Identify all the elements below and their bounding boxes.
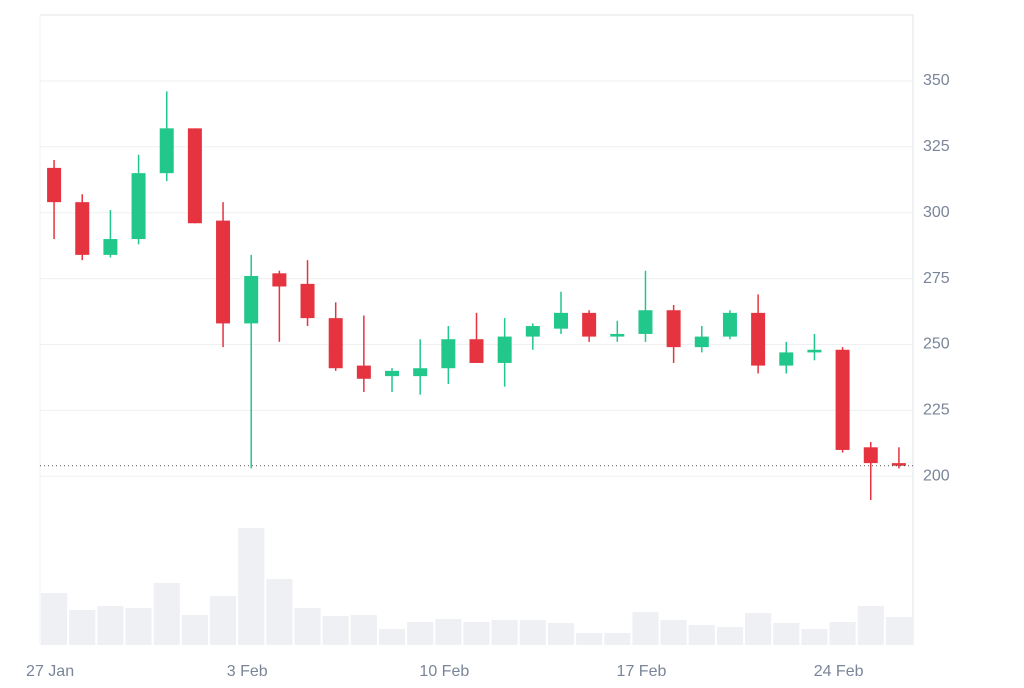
candle-body (75, 202, 90, 255)
y-tick-label: 300 (923, 204, 950, 221)
volume-bar (350, 615, 377, 645)
volume-bar (378, 629, 406, 645)
candle-body (103, 239, 118, 255)
candle-body (610, 333, 625, 337)
candle-body (187, 128, 202, 224)
volume-bar (97, 606, 124, 645)
y-tick-label: 325 (923, 138, 950, 155)
volume-bar (885, 617, 912, 645)
volume-bar (604, 633, 631, 645)
x-tick-label: 24 Feb (814, 663, 864, 680)
candle-body (272, 273, 287, 287)
candle-body (553, 312, 568, 329)
volume-bar (209, 596, 237, 645)
volume-bar (773, 623, 800, 645)
volume-bar (125, 608, 152, 645)
candle-body (328, 318, 343, 369)
candle-body (216, 220, 231, 324)
candle-body (863, 447, 878, 464)
volume-bar (716, 627, 744, 645)
volume-bar (463, 622, 490, 645)
candle-body (722, 312, 737, 337)
candle-body (159, 128, 174, 174)
volume-bar (435, 619, 462, 645)
candle-body (638, 310, 653, 334)
candle-body (666, 310, 681, 348)
candle-body (779, 352, 794, 366)
candle-body (525, 326, 540, 337)
candle-body (385, 370, 400, 377)
x-tick-label: 27 Jan (26, 663, 74, 680)
candle-body (47, 167, 62, 203)
candle-body (582, 312, 597, 337)
volume-bar (322, 616, 349, 645)
candle-body (469, 339, 484, 363)
candle-body (835, 349, 850, 450)
volume-bar (491, 620, 518, 645)
y-tick-label: 250 (923, 336, 950, 353)
volume-bar (238, 528, 265, 645)
volume-bar (294, 608, 321, 645)
candle-body (441, 339, 456, 369)
volume-bar (69, 610, 96, 645)
volume-bar (632, 612, 659, 645)
volume-bar (857, 606, 884, 645)
y-tick-label: 200 (923, 468, 950, 485)
volume-bar (688, 625, 715, 645)
volume-bar (660, 620, 687, 645)
candle-body (497, 336, 512, 363)
volume-bar (801, 629, 828, 645)
candle-body (751, 312, 766, 366)
volume-bar (576, 633, 603, 645)
y-tick-label: 275 (923, 270, 950, 287)
candle-body (891, 463, 906, 466)
candle-body (300, 283, 315, 319)
candle-body (131, 173, 146, 240)
x-tick-label: 17 Feb (617, 663, 667, 680)
x-tick-label: 3 Feb (227, 663, 268, 680)
volume-bar (153, 583, 180, 645)
volume-bar (547, 623, 575, 645)
volume-bar (745, 613, 772, 645)
volume-bar (829, 622, 856, 645)
volume-bar (407, 622, 434, 645)
candle-body (244, 275, 259, 324)
candle-body (807, 349, 822, 353)
y-tick-label: 225 (923, 402, 950, 419)
candle-body (413, 368, 428, 377)
candle-body (694, 336, 709, 348)
volume-bar (181, 615, 208, 645)
volume-bar (41, 593, 68, 645)
x-tick-label: 10 Feb (419, 663, 469, 680)
volume-bar (519, 620, 546, 645)
y-tick-label: 350 (923, 72, 950, 89)
volume-bar (266, 579, 293, 645)
candle-body (356, 365, 371, 379)
